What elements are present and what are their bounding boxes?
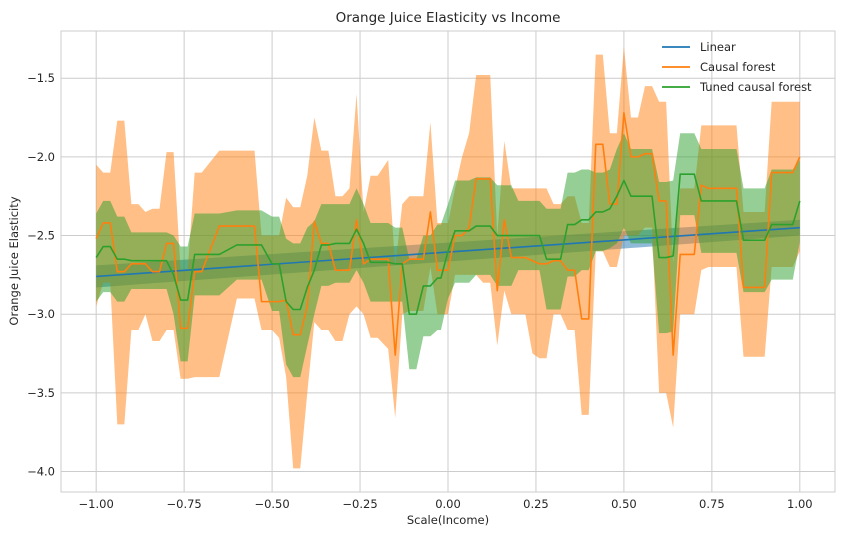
series-lines bbox=[95, 112, 801, 356]
x-tick-label: 0.25 bbox=[523, 497, 549, 511]
x-tick-label: −1.00 bbox=[79, 497, 114, 511]
y-tick-label: −3.5 bbox=[27, 386, 55, 400]
causal-forest-legend-label: Causal forest bbox=[700, 60, 776, 74]
x-tick-label: −0.50 bbox=[254, 497, 289, 511]
x-tick-label: 0.75 bbox=[699, 497, 725, 511]
x-tick-label: −0.75 bbox=[167, 497, 202, 511]
y-tick-label: −3.0 bbox=[27, 307, 55, 321]
y-tick-label: −4.0 bbox=[27, 465, 55, 479]
x-tick-label: 1.00 bbox=[787, 497, 813, 511]
y-axis-label: Orange Juice Elasticity bbox=[7, 196, 21, 325]
legend: Linear Causal forest Tuned causal forest bbox=[662, 40, 812, 94]
tuned-causal-forest-line bbox=[95, 173, 801, 316]
plot-frame bbox=[60, 30, 836, 493]
x-tick-label: 0.00 bbox=[435, 497, 461, 511]
y-tick-label: −2.0 bbox=[27, 150, 55, 164]
y-tick-label: −1.5 bbox=[27, 71, 55, 85]
tuned-causal-forest-confidence-band bbox=[96, 133, 800, 378]
linear-legend-label: Linear bbox=[700, 40, 736, 54]
y-tick-label: −2.5 bbox=[27, 229, 55, 243]
chart-title: Orange Juice Elasticity vs Income bbox=[336, 10, 561, 26]
x-axis-label: Scale(Income) bbox=[407, 513, 489, 527]
x-tick-label: 0.50 bbox=[611, 497, 637, 511]
x-tick-label: −0.25 bbox=[342, 497, 377, 511]
tick-labels: −1.00 −0.75 −0.50 −0.25 0.00 0.25 0.50 0.75 1.00… bbox=[27, 71, 813, 511]
tuned-causal-forest-legend-label: Tuned causal forest bbox=[699, 80, 812, 94]
